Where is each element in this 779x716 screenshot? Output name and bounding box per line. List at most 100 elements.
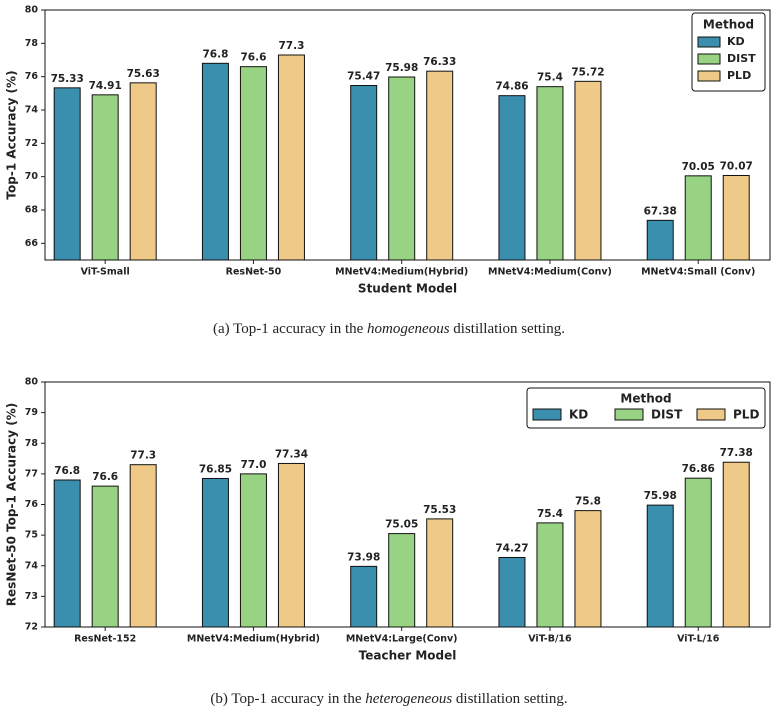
value-label: 76.33 <box>423 56 456 68</box>
x-tick-label: ViT-B/16 <box>528 634 572 645</box>
y-axis-label: Top-1 Accuracy (%) <box>5 70 19 199</box>
bar <box>129 464 157 628</box>
bar <box>646 219 674 261</box>
value-label: 75.98 <box>644 490 677 502</box>
value-label: 75.72 <box>571 66 604 78</box>
bar <box>350 565 378 628</box>
value-label: 77.3 <box>278 40 304 52</box>
value-label: 77.3 <box>130 450 156 462</box>
legend-swatch <box>696 408 726 421</box>
value-label: 76.6 <box>240 52 266 64</box>
plot-frame <box>44 9 771 261</box>
y-tick-label: 75 <box>25 530 38 541</box>
y-tick-label: 73 <box>25 591 38 602</box>
value-label: 74.91 <box>89 80 122 92</box>
legend-label: KD <box>727 35 745 48</box>
bar <box>536 86 564 261</box>
bar <box>684 477 712 628</box>
y-tick-label: 76 <box>25 71 39 82</box>
y-tick-label: 66 <box>25 238 39 249</box>
value-label: 74.27 <box>495 542 528 554</box>
value-label: 70.07 <box>720 161 753 173</box>
value-label: 75.33 <box>51 73 84 85</box>
legend-label: KD <box>569 408 588 422</box>
caption-text: (a) Top-1 accuracy in the <box>213 321 367 337</box>
y-tick-label: 68 <box>25 205 39 216</box>
bar <box>91 94 119 261</box>
legend-swatch <box>532 408 562 421</box>
caption-text: distillation setting. <box>450 321 565 337</box>
x-tick-label: ViT-Small <box>81 267 130 278</box>
bar <box>574 80 602 261</box>
legend-label: PLD <box>733 408 759 422</box>
bar <box>426 70 454 261</box>
bar <box>388 533 416 628</box>
value-label: 76.86 <box>682 463 715 475</box>
value-label: 75.53 <box>423 504 456 516</box>
value-label: 77.38 <box>720 447 753 459</box>
bar <box>277 462 305 628</box>
bar <box>350 85 378 261</box>
bar <box>722 461 750 628</box>
y-tick-label: 72 <box>25 622 38 633</box>
legend-label: DIST <box>651 408 683 422</box>
plot-frame <box>44 381 771 628</box>
legend-label: DIST <box>727 52 756 65</box>
caption-text: distillation setting. <box>452 691 567 707</box>
bar <box>722 175 750 261</box>
value-label: 76.8 <box>54 465 80 477</box>
value-label: 73.98 <box>347 551 380 563</box>
y-tick-label: 72 <box>25 138 38 149</box>
legend-swatch <box>697 70 721 82</box>
legend-label: PLD <box>727 69 751 82</box>
bar <box>426 518 454 628</box>
y-tick-label: 77 <box>25 468 38 479</box>
legend-swatch <box>614 408 644 421</box>
value-label: 75.98 <box>385 62 418 74</box>
bar <box>239 473 267 628</box>
x-axis-label: Student Model <box>358 282 457 296</box>
x-tick-label: MNetV4:Small (Conv) <box>641 267 755 278</box>
bar <box>536 522 564 628</box>
value-label: 74.86 <box>495 81 528 93</box>
caption: (a) Top-1 accuracy in the homogeneous di… <box>213 321 565 337</box>
legend-title: Method <box>703 18 754 32</box>
value-label: 70.05 <box>682 161 715 173</box>
value-label: 76.8 <box>202 48 228 60</box>
y-tick-label: 80 <box>25 5 39 16</box>
x-tick-label: MNetV4:Medium(Conv) <box>488 267 612 278</box>
value-label: 67.38 <box>644 205 677 217</box>
bar <box>684 175 712 261</box>
y-tick-label: 74 <box>25 105 39 116</box>
bar <box>239 66 267 261</box>
legend: Method KD DIST PLD <box>691 12 766 92</box>
x-tick-label: MNetV4:Medium(Hybrid) <box>187 634 320 645</box>
value-label: 76.85 <box>199 463 232 475</box>
x-tick-label: ViT-L/16 <box>677 634 720 645</box>
x-tick-label: MNetV4:Medium(Hybrid) <box>335 267 468 278</box>
caption-emphasis: heterogeneous <box>365 691 452 707</box>
bar <box>53 479 81 628</box>
y-tick-label: 74 <box>25 560 39 571</box>
bar <box>201 62 229 261</box>
value-label: 76.6 <box>92 471 118 483</box>
value-label: 75.47 <box>347 71 380 83</box>
bar <box>646 504 674 628</box>
value-label: 75.8 <box>575 496 601 508</box>
bar <box>129 82 157 261</box>
y-tick-label: 76 <box>25 499 39 510</box>
value-label: 75.4 <box>537 72 563 84</box>
bar <box>277 54 305 261</box>
y-tick-label: 80 <box>25 377 39 388</box>
x-axis-label: Teacher Model <box>359 649 457 663</box>
y-axis-label: ResNet-50 Top-1 Accuracy (%) <box>5 403 19 606</box>
caption-emphasis: homogeneous <box>367 321 450 337</box>
x-tick-label: ResNet-50 <box>226 267 282 278</box>
y-tick-label: 70 <box>25 171 39 182</box>
value-label: 75.63 <box>127 68 160 80</box>
caption: (b) Top-1 accuracy in the heterogeneous … <box>210 691 567 707</box>
legend-swatch <box>697 53 721 65</box>
bar <box>91 485 119 628</box>
bar <box>201 477 229 628</box>
